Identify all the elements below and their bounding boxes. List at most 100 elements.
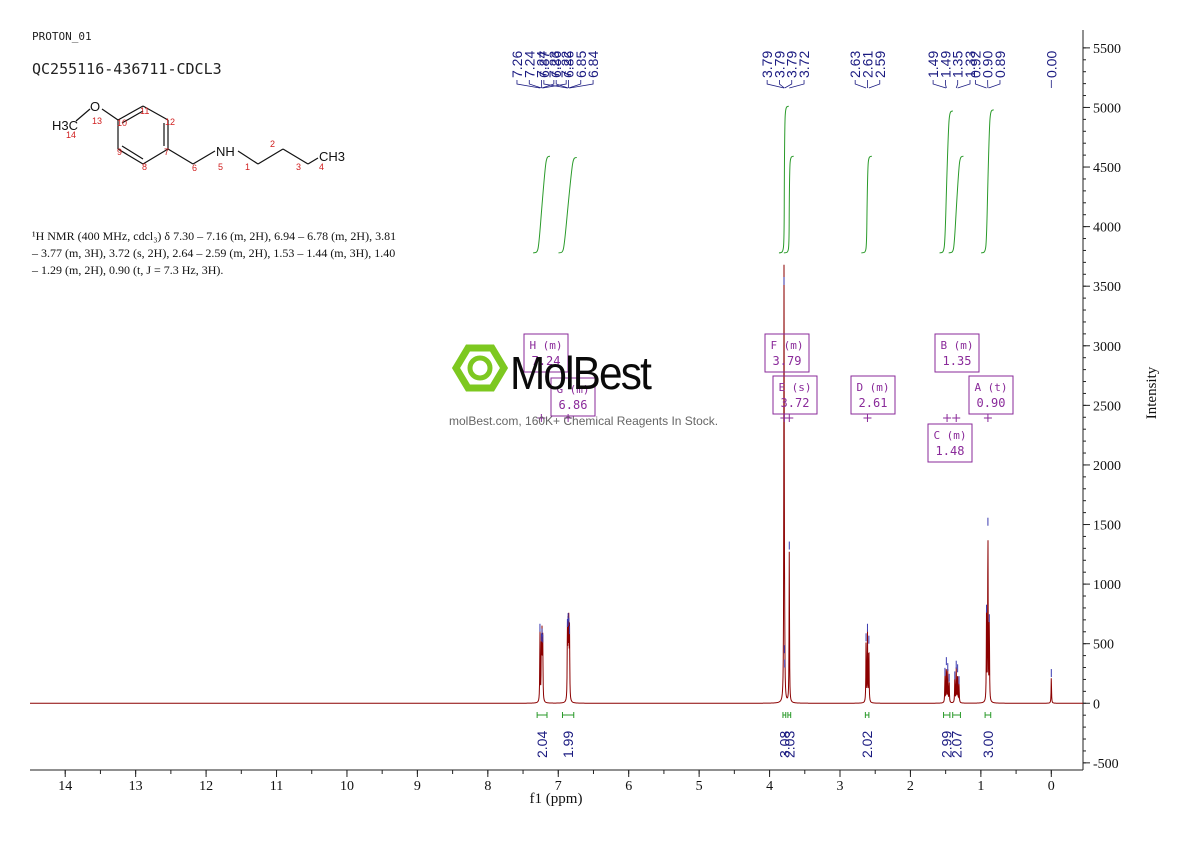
atom-number-2: 2 (270, 139, 275, 149)
peak-label: 2.59 (872, 51, 888, 78)
integral-value: 1.99 (560, 731, 576, 758)
peak-label-leader (988, 80, 1001, 89)
multiplet-marker (537, 414, 546, 422)
x-tick-label: 11 (270, 779, 283, 794)
multiplet-marker (564, 414, 573, 422)
peak-label: 0.00 (1043, 51, 1059, 78)
nmr-description: ¹H NMR (400 MHz, cdcl₃) δ 7.30 – 7.16 (m… (32, 229, 397, 277)
peak-label-leader (543, 80, 568, 89)
integral-bracket (984, 712, 992, 718)
multiplet-shift: 0.90 (977, 396, 1006, 410)
integral-curve (861, 155, 872, 254)
watermark-brand: MolBest (510, 347, 652, 399)
x-axis-label: f1 (ppm) (530, 791, 583, 807)
y-tick-label: 3500 (1093, 280, 1121, 295)
multiplet-boxes: H (m) 7.24 G (m) 6.86 F (m) 3.79 E (s) 3.72 D (m… (523, 333, 1014, 463)
multiplet-marker (785, 414, 794, 422)
molecule-structure: H3C O NH CH3 14 13 10 11 12 9 8 7 6 5 1 … (52, 99, 345, 173)
peak-label: 1.33 (962, 51, 978, 78)
peak-label-leader (789, 80, 805, 89)
peak-label: 2.61 (859, 51, 875, 78)
atom-number-8: 8 (142, 162, 147, 172)
x-tick-label: 13 (129, 779, 143, 794)
peak-label: 7.22 (558, 51, 574, 78)
peak-label: 2.63 (847, 51, 863, 78)
atom-number-4: 4 (319, 162, 324, 172)
multiplet-letter: D (m) (856, 381, 889, 394)
peak-label-leader (784, 80, 793, 89)
peak-label-leader (974, 80, 987, 89)
multiplet-box (968, 375, 1014, 415)
x-tick-label: 10 (340, 779, 354, 794)
integral-value: 2.04 (534, 731, 550, 758)
peak-label: 6.86 (548, 51, 564, 78)
peak-label-leader (528, 80, 542, 89)
watermark-subtitle: molBest.com, 160K+ Chemical Reagents In … (449, 414, 719, 428)
y-tick-label: 4500 (1093, 161, 1121, 176)
multiplet-letter: E (s) (778, 381, 811, 394)
multiplet-marker (863, 414, 872, 422)
y-tick-label: 2500 (1093, 399, 1121, 414)
multiplet-shift: 3.79 (773, 354, 802, 368)
atom-number-10: 10 (117, 118, 127, 128)
integral-value: 2.03 (781, 731, 797, 758)
y-tick-label: 1500 (1093, 519, 1121, 534)
atom-number-11: 11 (140, 106, 149, 116)
y-tick-label: 5500 (1093, 42, 1121, 57)
atom-number-1: 1 (245, 162, 250, 172)
integral-value: 2.02 (859, 731, 875, 758)
atom-number-9: 9 (117, 147, 122, 157)
y-tick-label: 4000 (1093, 221, 1121, 236)
integral-bracket (943, 712, 951, 718)
atom-number-5: 5 (218, 162, 223, 172)
multiplet-letter: F (m) (770, 339, 803, 352)
peak-label-leader (945, 80, 947, 89)
peak-label: 0.92 (967, 51, 983, 78)
peak-labels: 7.267.247.247.237.226.876.866.866.856.84… (509, 51, 1059, 89)
multiplet-shift: 7.24 (532, 354, 561, 368)
peak-label-leader (555, 80, 569, 89)
peak-label-leader (516, 80, 541, 89)
integral-curve (981, 109, 994, 254)
integral-curve (778, 105, 789, 254)
multiplet-marker (983, 414, 992, 422)
multiplet-shift: 3.72 (781, 396, 810, 410)
integral-curve (558, 157, 577, 254)
peak-label: 7.24 (521, 51, 537, 78)
multiplet-box (934, 333, 980, 373)
multiplet-shift: 6.86 (559, 398, 588, 412)
multiplet-box (927, 423, 973, 463)
integral-value: 3.00 (980, 731, 996, 758)
x-tick-label: 9 (414, 779, 421, 794)
integral-bracket (782, 712, 787, 718)
y-tick-label: 1000 (1093, 578, 1121, 593)
atom-number-12: 12 (165, 117, 175, 127)
integral-curve (533, 155, 551, 254)
x-tick-label: 4 (766, 779, 773, 794)
x-tick-label: 6 (625, 779, 632, 794)
y-tick-label: 0 (1093, 697, 1100, 712)
methyl-h3c-label: H3C (52, 118, 78, 133)
x-tick-label: 12 (199, 779, 213, 794)
integral-bracket (536, 712, 548, 718)
multiplet-box (850, 375, 896, 415)
peak-top-markers (539, 277, 1052, 685)
peak-label: 6.84 (585, 51, 601, 78)
y-axis-ticks: 5500500045004000350030002500200015001000… (1083, 42, 1121, 772)
integral-curve (783, 155, 794, 254)
peak-label: 7.23 (546, 51, 562, 78)
y-tick-label: 3000 (1093, 340, 1121, 355)
peak-label: 0.90 (980, 51, 996, 78)
multiplet-shift: 2.61 (859, 396, 888, 410)
peak-label: 1.49 (937, 51, 953, 78)
peak-label-leader (957, 80, 971, 89)
y-tick-label: 5000 (1093, 101, 1121, 116)
atom-number-13: 13 (92, 116, 102, 126)
atom-number-3: 3 (296, 162, 301, 172)
peak-label-leader (854, 80, 867, 89)
experiment-name: PROTON_01 (32, 30, 92, 43)
peak-label: 6.87 (536, 51, 552, 78)
integral-bracket (787, 712, 792, 718)
multiplet-shift: 1.48 (936, 444, 965, 458)
